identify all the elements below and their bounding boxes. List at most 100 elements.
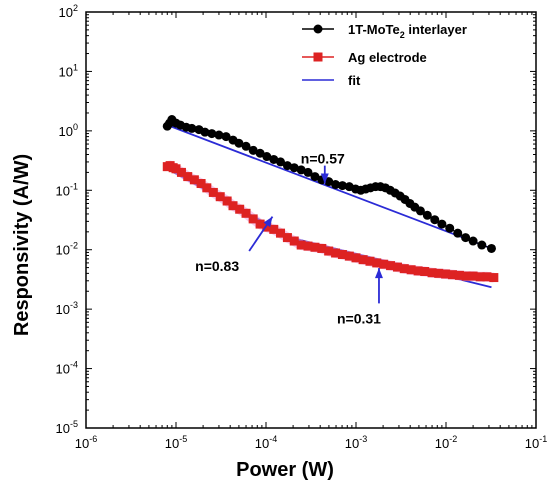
x-tick-label: 10-5 bbox=[165, 434, 187, 451]
data-point-ag bbox=[255, 219, 265, 229]
data-point-moTe2 bbox=[214, 130, 224, 140]
data-point-moTe2 bbox=[255, 148, 265, 158]
legend-entry-fit: fit bbox=[302, 73, 361, 88]
y-tick-label: 10-2 bbox=[56, 241, 78, 258]
data-point-moTe2 bbox=[262, 152, 272, 162]
y-tick-label: 10-4 bbox=[56, 360, 78, 377]
data-point-ag bbox=[365, 256, 375, 266]
data-point-ag bbox=[461, 271, 471, 281]
data-point-ag bbox=[344, 251, 354, 261]
data-point-moTe2 bbox=[248, 145, 258, 155]
data-point-moTe2 bbox=[331, 180, 341, 190]
data-point-ag bbox=[468, 271, 478, 281]
data-point-ag bbox=[276, 228, 286, 238]
data-point-ag bbox=[324, 246, 334, 256]
data-point-moTe2 bbox=[241, 141, 251, 151]
x-axis-label: Power (W) bbox=[236, 459, 334, 481]
data-point-ag bbox=[358, 255, 368, 265]
y-tick-label: 10-5 bbox=[56, 419, 78, 436]
data-point-ag bbox=[434, 268, 444, 278]
data-point-moTe2 bbox=[221, 132, 231, 142]
x-tick-label: 10-6 bbox=[75, 434, 97, 451]
data-point-ag bbox=[228, 201, 238, 211]
annotation-arrowhead bbox=[374, 268, 383, 279]
data-point-ag bbox=[392, 262, 402, 272]
data-point-moTe2 bbox=[296, 165, 306, 175]
data-point-ag bbox=[262, 222, 272, 232]
annotation-arrowhead bbox=[320, 173, 329, 184]
data-point-ag bbox=[208, 187, 218, 197]
data-point-ag bbox=[202, 183, 212, 193]
data-point-moTe2 bbox=[234, 138, 244, 148]
data-point-ag bbox=[289, 236, 299, 246]
annotation-arrowhead bbox=[263, 216, 273, 228]
y-tick-label: 102 bbox=[59, 3, 78, 20]
data-point-ag bbox=[248, 214, 258, 224]
data-point-ag bbox=[269, 224, 279, 234]
legend: 1T-MoTe2 interlayer Ag electrode fit bbox=[302, 22, 467, 88]
data-point-ag bbox=[441, 269, 451, 279]
data-point-moTe2 bbox=[445, 223, 455, 233]
annotation-label: n=0.83 bbox=[195, 258, 239, 274]
annotation-label: n=0.31 bbox=[337, 310, 381, 326]
y-tick-label: 100 bbox=[59, 122, 78, 139]
data-point-ag bbox=[176, 167, 186, 177]
axes bbox=[85, 11, 537, 429]
y-axis-label: Responsivity (A/W) bbox=[11, 154, 33, 336]
data-point-ag bbox=[420, 266, 430, 276]
data-point-moTe2 bbox=[282, 161, 292, 171]
data-point-ag bbox=[303, 241, 313, 251]
data-point-ag bbox=[482, 272, 492, 282]
legend-entry-moTe2: 1T-MoTe2 interlayer bbox=[302, 22, 467, 40]
annotation-label: n=0.57 bbox=[301, 151, 345, 167]
data-point-ag bbox=[413, 266, 423, 276]
data-point-ag bbox=[183, 172, 193, 182]
data-point-ag bbox=[379, 259, 389, 269]
x-tick-label: 10-2 bbox=[435, 434, 457, 451]
data-point-ag bbox=[427, 268, 437, 278]
data-point-ag bbox=[406, 265, 416, 275]
legend-entry-ag: Ag electrode bbox=[302, 50, 427, 65]
data-point-moTe2 bbox=[415, 206, 425, 216]
data-point-ag bbox=[296, 240, 306, 250]
y-tick-label: 10-3 bbox=[56, 300, 78, 317]
data-point-ag bbox=[171, 164, 181, 174]
data-point-ag bbox=[282, 233, 292, 243]
data-point-ag bbox=[235, 204, 245, 214]
data-point-ag bbox=[386, 261, 396, 271]
data-point-ag bbox=[454, 270, 464, 280]
data-point-ag bbox=[351, 253, 361, 263]
x-tick-label: 10-1 bbox=[525, 434, 547, 451]
data-point-ag bbox=[337, 250, 347, 260]
data-point-moTe2 bbox=[437, 219, 447, 229]
x-tick-label: 10-4 bbox=[255, 434, 277, 451]
legend-label-fit: fit bbox=[348, 73, 361, 88]
data-point-moTe2 bbox=[453, 228, 463, 238]
data-point-moTe2 bbox=[289, 163, 299, 173]
legend-label-ag: Ag electrode bbox=[348, 50, 427, 65]
data-point-ag bbox=[317, 243, 327, 253]
data-point-ag bbox=[475, 272, 485, 282]
data-point-moTe2 bbox=[303, 167, 313, 177]
data-point-moTe2 bbox=[200, 127, 210, 137]
y-tick-label: 101 bbox=[59, 62, 78, 79]
data-series bbox=[162, 115, 499, 283]
x-tick-label: 10-3 bbox=[345, 434, 367, 451]
data-point-moTe2 bbox=[187, 123, 197, 133]
legend-marker-square bbox=[313, 52, 323, 62]
data-point-moTe2 bbox=[477, 240, 487, 250]
data-point-moTe2 bbox=[269, 154, 279, 164]
data-point-moTe2 bbox=[337, 181, 347, 191]
data-point-ag bbox=[399, 264, 409, 274]
data-point-ag bbox=[222, 196, 232, 206]
data-point-ag bbox=[331, 248, 341, 258]
data-point-ag bbox=[447, 270, 457, 280]
data-point-ag bbox=[196, 179, 206, 189]
data-point-ag bbox=[189, 175, 199, 185]
fit-line bbox=[166, 124, 492, 250]
annotations: n=0.57 n=0.83 n=0.31 bbox=[195, 151, 383, 326]
y-tick-label: 10-1 bbox=[56, 181, 78, 198]
legend-marker-circle bbox=[313, 24, 323, 34]
legend-label-moTe2: 1T-MoTe2 interlayer bbox=[348, 22, 467, 40]
data-point-moTe2 bbox=[430, 215, 440, 225]
